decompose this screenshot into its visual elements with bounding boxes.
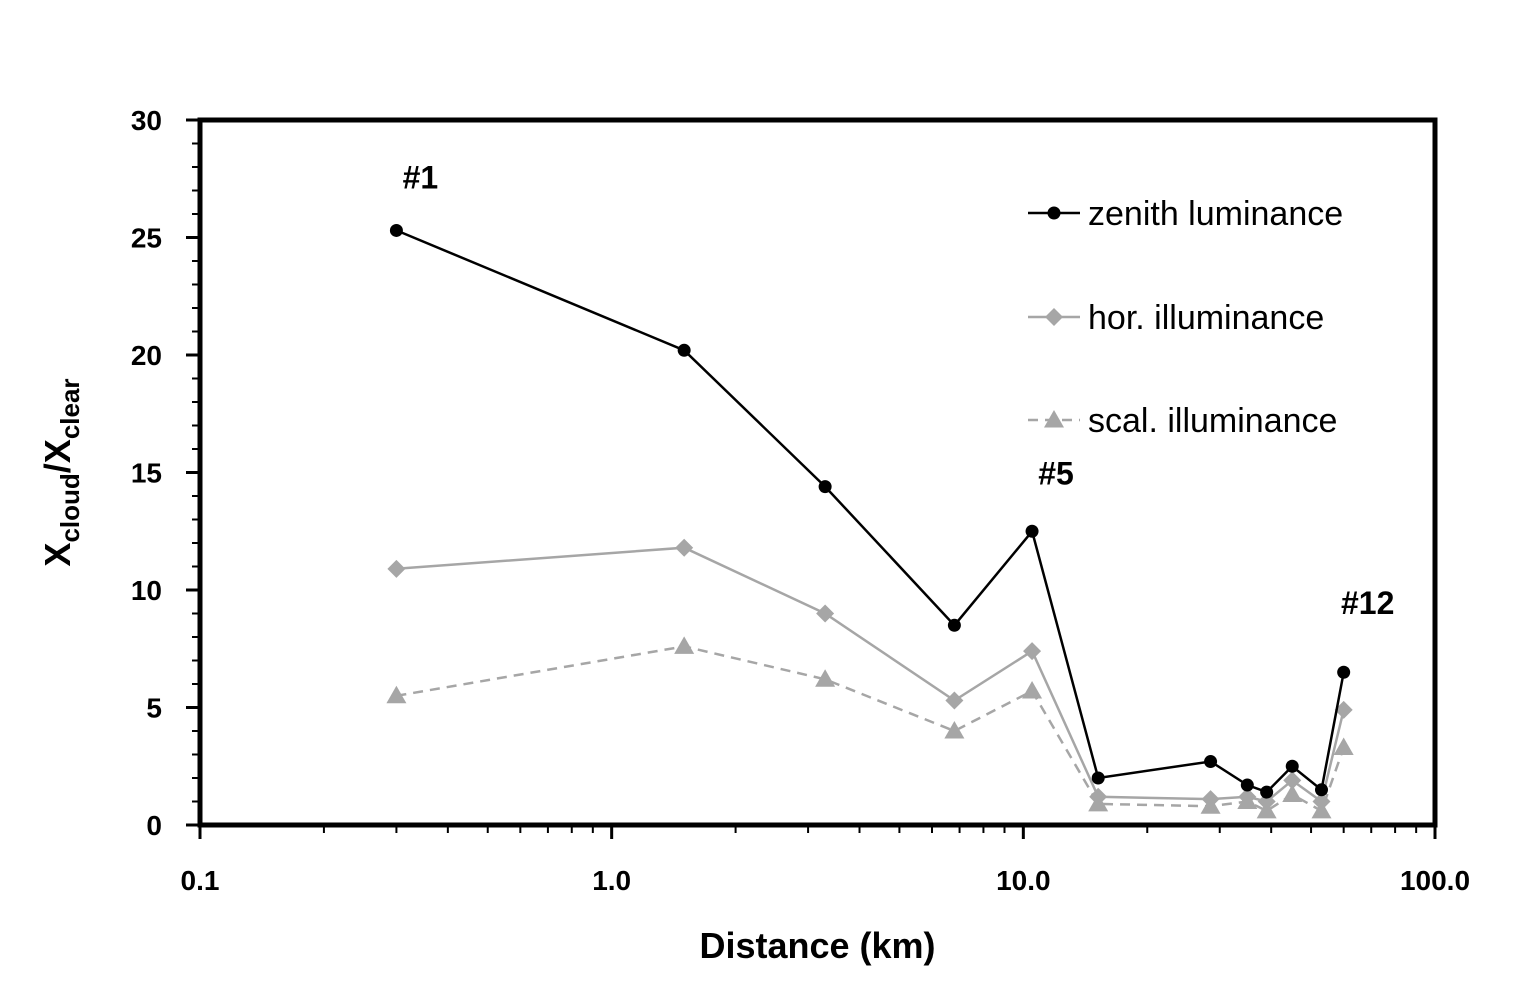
x-tick-label: 10.0 [996,865,1051,896]
legend-marker [1047,206,1061,220]
y-axis-title: Xcloud/Xclear [37,378,85,566]
data-point [677,343,691,357]
y-tick-label: 30 [131,105,162,136]
data-point [818,480,832,494]
data-point [389,223,403,237]
legend-label: hor. illuminance [1088,299,1324,337]
data-point [815,669,836,687]
series-triangle [386,636,1354,819]
data-point [1089,787,1108,806]
data-point [387,559,406,578]
legend-item: zenith luminance [1028,195,1343,233]
x-tick-label: 100.0 [1400,865,1470,896]
data-point [675,538,694,557]
data-point [674,636,695,654]
y-axis-title-text: / [37,463,78,473]
data-point [1337,665,1351,679]
data-point [1091,771,1105,785]
annotation-label: #1 [403,159,439,195]
y-axis-title-text: X [37,543,78,567]
legend-label: scal. illuminance [1088,402,1337,440]
data-point [1285,759,1299,773]
data-point [1260,785,1274,799]
data-point [1312,792,1331,811]
y-tick-label: 10 [131,575,162,606]
data-point [1240,778,1254,792]
data-point [1334,700,1353,719]
data-point [1204,755,1218,769]
data-point [1201,790,1220,809]
data-point [1025,524,1039,538]
y-axis-title-text: X [37,439,78,463]
annotation-label: #5 [1038,456,1074,492]
data-point [944,721,965,739]
legend-marker [1045,308,1063,326]
y-axis-title-subscript: clear [55,378,85,439]
legend-label: zenith luminance [1088,195,1343,233]
x-axis-title: Distance (km) [699,925,935,966]
data-point [1333,737,1354,755]
data-point [945,691,964,710]
data-point [1022,681,1043,699]
x-tick-label: 0.1 [181,865,220,896]
y-tick-label: 20 [131,340,162,371]
data-point [1283,771,1302,790]
legend-marker [1044,410,1064,428]
data-point [1314,783,1328,797]
x-tick-label: 1.0 [592,865,631,896]
y-tick-label: 15 [131,458,162,489]
series-line [396,645,1345,813]
data-point [947,618,961,632]
y-tick-label: 5 [146,693,162,724]
data-point [1257,792,1276,811]
data-point [1282,784,1303,802]
y-tick-label: 0 [146,810,162,841]
annotation-label: #12 [1341,585,1394,621]
data-point [1023,642,1042,661]
data-point [1238,787,1257,806]
legend-item: scal. illuminance [1028,402,1337,440]
y-axis-title-subscript: cloud [55,473,85,542]
series-diamond [387,538,1353,811]
data-point [386,685,407,704]
series-circle [389,223,1351,799]
legend-item: hor. illuminance [1028,299,1324,337]
y-tick-label: 25 [131,223,162,254]
data-point [816,604,835,623]
